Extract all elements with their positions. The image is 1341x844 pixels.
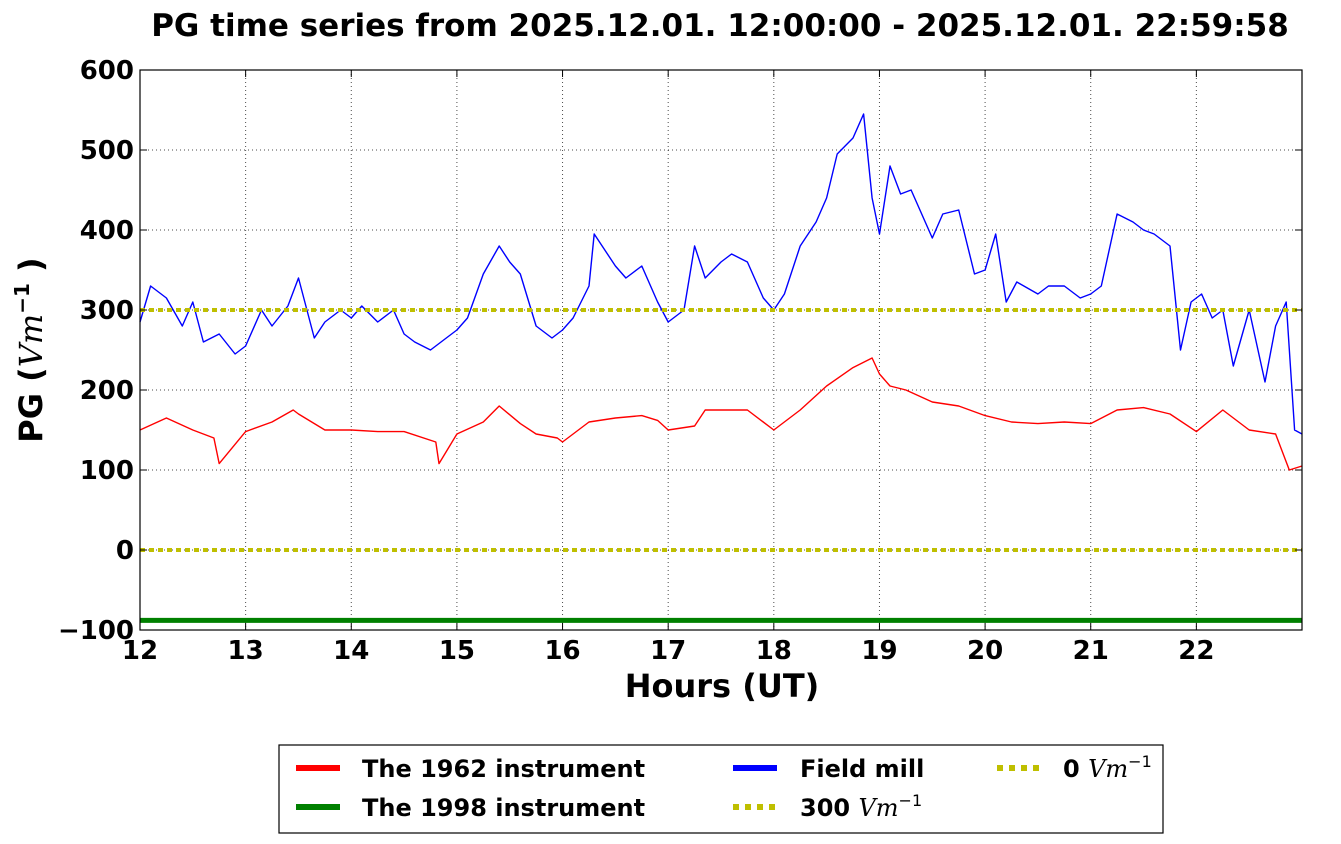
x-tick-label: 20 bbox=[967, 636, 1003, 666]
legend-label: Field mill bbox=[800, 755, 924, 783]
legend-label: 0 Vm−1 bbox=[1063, 752, 1152, 783]
x-axis-ticks: 12 13 14 15 16 17 18 19 20 21 22 bbox=[122, 70, 1214, 666]
y-axis-label-suffix: ) bbox=[12, 257, 50, 283]
y-axis-label-unit: Vm bbox=[12, 314, 50, 367]
x-tick-label: 14 bbox=[333, 636, 369, 666]
y-axis-label-prefix: PG ( bbox=[12, 367, 50, 442]
y-axis-ticks: −100 0 100 200 300 400 500 600 bbox=[58, 56, 1302, 646]
chart-title: PG time series from 2025.12.01. 12:00:00… bbox=[151, 8, 1289, 44]
y-tick-label: −100 bbox=[58, 616, 134, 646]
y-tick-label: 100 bbox=[80, 456, 134, 486]
plot-frame bbox=[139, 69, 1303, 631]
x-tick-label: 21 bbox=[1073, 636, 1109, 666]
x-axis-label: Hours (UT) bbox=[625, 667, 820, 705]
x-tick-label: 19 bbox=[861, 636, 897, 666]
x-tick-label: 15 bbox=[439, 636, 475, 666]
x-tick-label: 18 bbox=[756, 636, 792, 666]
x-tick-label: 17 bbox=[650, 636, 686, 666]
y-tick-label: 200 bbox=[80, 376, 134, 406]
legend-label: The 1998 instrument bbox=[362, 794, 645, 822]
x-tick-label: 12 bbox=[122, 636, 158, 666]
series-line-field-mill bbox=[139, 113, 1303, 435]
plot-area bbox=[139, 113, 1303, 623]
grid-lines bbox=[139, 69, 1302, 631]
y-axis-label-exponent: −1 bbox=[10, 283, 34, 314]
legend-label: The 1962 instrument bbox=[362, 755, 645, 783]
legend-label: 300 Vm−1 bbox=[800, 791, 922, 822]
y-axis-label: PG (Vm−1 ) bbox=[10, 257, 50, 442]
y-tick-label: 500 bbox=[80, 136, 134, 166]
x-tick-label: 22 bbox=[1178, 636, 1214, 666]
legend: The 1962 instrument The 1998 instrument Fi… bbox=[278, 744, 1164, 834]
x-tick-label: 13 bbox=[228, 636, 264, 666]
legend-entries: The 1962 instrument The 1998 instrument Fi… bbox=[296, 752, 1152, 822]
y-tick-label: 0 bbox=[116, 536, 134, 566]
y-tick-label: 600 bbox=[80, 56, 134, 86]
legend-box bbox=[278, 744, 1164, 834]
x-tick-label: 16 bbox=[544, 636, 580, 666]
series-line-the-1962-instrument bbox=[139, 357, 1303, 471]
y-tick-label: 300 bbox=[80, 296, 134, 326]
y-tick-label: 400 bbox=[80, 216, 134, 246]
